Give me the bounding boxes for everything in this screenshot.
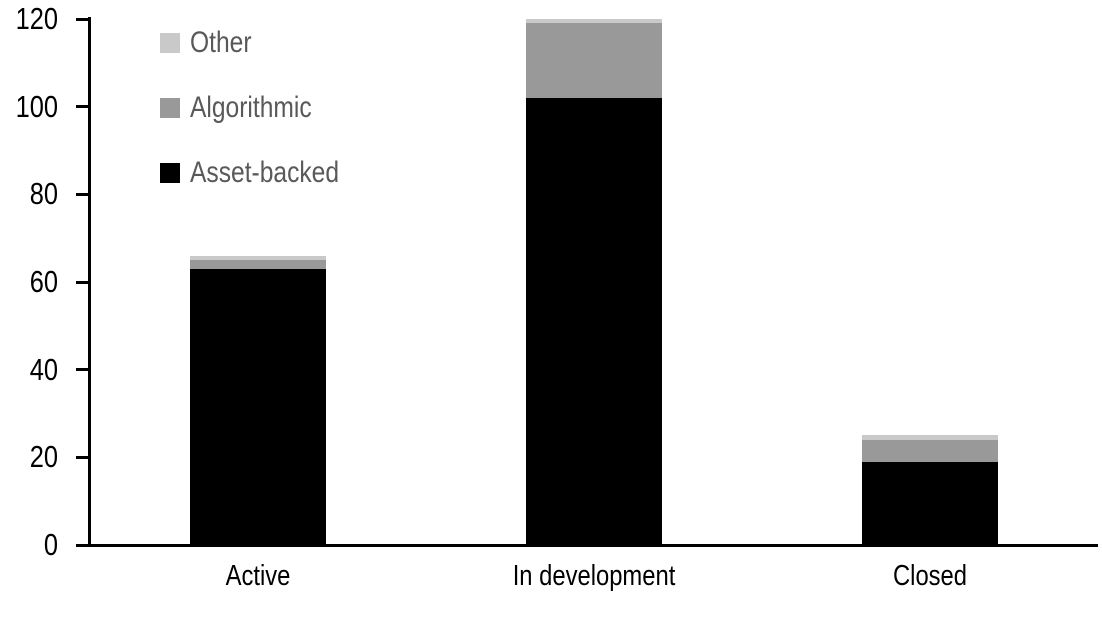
legend-label-other: Other xyxy=(190,26,252,59)
bar-segment-other xyxy=(862,435,998,440)
y-axis-tick-label: 60 xyxy=(29,264,58,299)
legend-swatch-asset-backed-icon xyxy=(160,163,180,183)
bar-segment-asset-backed xyxy=(190,268,326,545)
legend-label-algorithmic: Algorithmic xyxy=(190,91,312,124)
y-axis-tick-label: 20 xyxy=(29,439,58,475)
legend-item-asset-backed: Asset-backed xyxy=(160,156,372,190)
y-axis-tick-label: 100 xyxy=(15,88,58,124)
x-axis-line xyxy=(88,544,1098,547)
bar-segment-other xyxy=(190,255,326,261)
y-axis-tick-label: 40 xyxy=(29,351,58,387)
bar-segment-algorithmic xyxy=(190,260,326,269)
bar-active xyxy=(190,255,326,545)
bar-segment-algorithmic xyxy=(862,439,998,462)
legend-item-other: Other xyxy=(160,26,265,60)
bar-segment-other xyxy=(526,19,662,24)
bar-in-development xyxy=(526,19,662,545)
y-axis-tick xyxy=(76,368,91,372)
legend-label-asset-backed: Asset-backed xyxy=(190,156,340,189)
legend-swatch-other-icon xyxy=(160,33,180,53)
y-axis-tick-label: 80 xyxy=(29,176,58,212)
y-axis-tick xyxy=(76,543,91,547)
x-axis-label-closed: Closed xyxy=(892,560,968,592)
bar-segment-asset-backed xyxy=(862,461,998,545)
bar-segment-asset-backed xyxy=(526,97,662,545)
x-axis-label-active: Active xyxy=(225,560,291,592)
plot-area xyxy=(90,19,1098,545)
y-axis-tick xyxy=(76,192,91,196)
y-axis-tick xyxy=(76,455,91,459)
bar-closed xyxy=(862,435,998,545)
y-axis-tick xyxy=(76,17,91,21)
y-axis-tick xyxy=(76,105,91,109)
bar-segment-algorithmic xyxy=(526,23,662,98)
y-axis-tick xyxy=(76,280,91,284)
y-axis-tick-label: 120 xyxy=(15,1,58,36)
legend-swatch-algorithmic-icon xyxy=(160,98,180,118)
y-axis-tick-label: 0 xyxy=(43,527,58,562)
legend-item-algorithmic: Algorithmic xyxy=(160,91,338,125)
x-axis-label-in-development: In development xyxy=(512,560,676,592)
